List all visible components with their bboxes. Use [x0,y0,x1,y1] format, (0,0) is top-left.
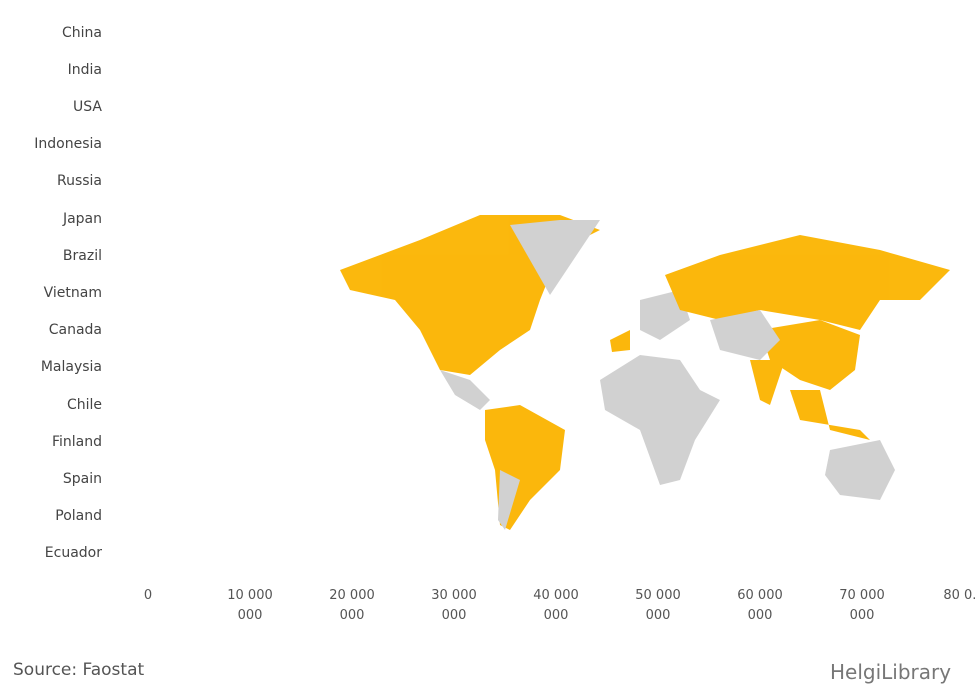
category-label: Brazil [62,247,102,264]
x-tick-label: 60 000 000 [737,588,783,623]
x-tick-label: 70 000 000 [839,588,885,623]
category-label: Malaysia [40,359,102,376]
source: Source: Faostat [13,660,145,680]
category-label: Finland [51,433,102,450]
category-label: Indonesia [34,136,102,153]
x-tick-label: 40 000 000 [533,588,579,623]
world-map [340,215,950,530]
x-tick-label: 30 000 000 [431,588,477,623]
category-label: Russia [56,173,102,190]
category-label: Ecuador [44,545,102,562]
category-label: Spain [62,471,102,487]
category-label: Japan [62,210,102,227]
x-tick-label: 0 [143,588,153,603]
brand-logo: HelgiLibrary [830,660,952,684]
category-label: Canada [48,322,102,339]
x-tick-label: 20 000 000 [329,588,375,623]
category-label: Poland [55,508,102,525]
category-label: USA [73,99,102,115]
category-label: India [67,61,102,78]
x-tick-label: 50 000 000 [635,588,681,623]
category-label: Chile [66,396,102,413]
category-label: China [62,24,102,41]
x-tick-label: 10 000 000 [227,588,273,623]
x-tick-label: 80 0... [943,588,977,603]
category-label: Vietnam [43,285,102,301]
